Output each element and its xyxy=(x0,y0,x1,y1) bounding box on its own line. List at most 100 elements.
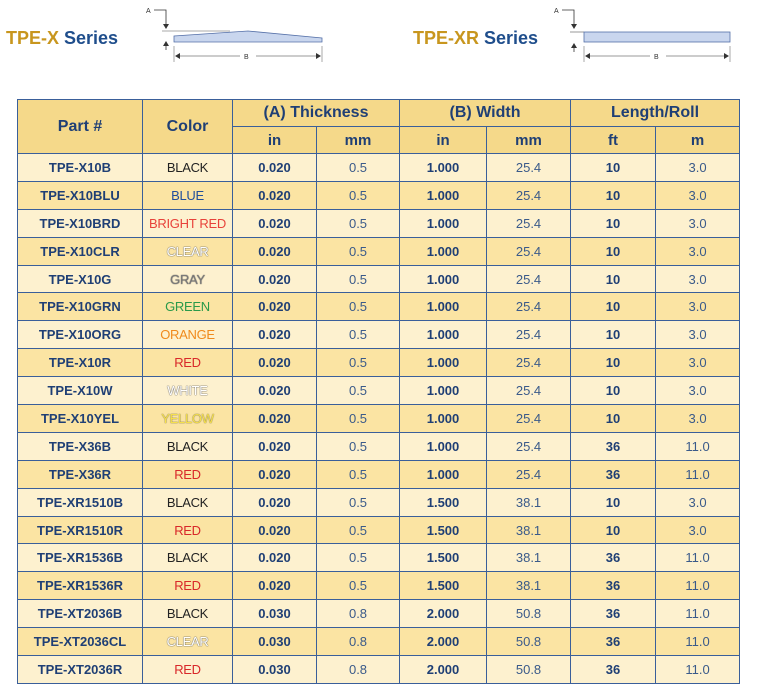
width-mm-cell: 38.1 xyxy=(486,487,572,517)
thickness-in-cell: 0.020 xyxy=(232,180,317,210)
color-cell: BLUE xyxy=(142,180,233,210)
length-m-cell: 3.0 xyxy=(655,180,741,210)
length-ft-cell: 10 xyxy=(570,208,657,238)
part-number-cell: TPE-XT2036CL xyxy=(17,627,143,657)
thickness-mm-cell: 0.5 xyxy=(315,320,401,350)
series-suffix: Series xyxy=(479,28,539,48)
length-ft-cell: 10 xyxy=(570,376,657,406)
width-mm-cell: 25.4 xyxy=(486,153,572,182)
tpe-xr-series-title: TPE-XR Series xyxy=(413,28,538,49)
color-cell: YELLOW xyxy=(142,404,233,433)
table-row: TPE-X10BRD BRIGHT RED 0.020 0.5 1.000 25.4 10 3… xyxy=(17,208,741,238)
width-in-cell: 1.000 xyxy=(399,320,488,350)
table-row: TPE-XR1510R RED 0.020 0.5 1.500 38.1 10 3.0 xyxy=(17,515,741,545)
length-ft-cell: 10 xyxy=(570,180,657,210)
width-in-cell: 1.000 xyxy=(399,208,488,238)
length-m-cell: 11.0 xyxy=(655,543,741,573)
part-number-cell: TPE-X10R xyxy=(17,348,143,378)
thickness-in-cell: 0.020 xyxy=(232,431,317,461)
length-m-cell: 11.0 xyxy=(655,655,741,684)
color-cell: GRAY xyxy=(142,264,233,294)
width-in-cell: 2.000 xyxy=(399,655,488,684)
length-ft-cell: 36 xyxy=(570,599,657,629)
header-length-m: m xyxy=(655,126,741,154)
width-mm-cell: 25.4 xyxy=(486,404,572,433)
length-ft-cell: 10 xyxy=(570,236,657,266)
dim-b-label: B xyxy=(244,54,249,61)
color-cell: BLACK xyxy=(142,431,233,461)
thickness-in-cell: 0.020 xyxy=(232,208,317,238)
length-m-cell: 11.0 xyxy=(655,431,741,461)
length-ft-cell: 10 xyxy=(570,404,657,433)
thickness-in-cell: 0.020 xyxy=(232,264,317,294)
table-row: TPE-XR1536R RED 0.020 0.5 1.500 38.1 36 11.0 xyxy=(17,571,741,601)
length-m-cell: 11.0 xyxy=(655,459,741,489)
length-ft-cell: 36 xyxy=(570,431,657,461)
thickness-mm-cell: 0.5 xyxy=(315,404,401,433)
length-ft-cell: 10 xyxy=(570,348,657,378)
thickness-mm-cell: 0.5 xyxy=(315,487,401,517)
thickness-mm-cell: 0.5 xyxy=(315,348,401,378)
thickness-mm-cell: 0.5 xyxy=(315,571,401,601)
length-m-cell: 3.0 xyxy=(655,264,741,294)
part-number-cell: TPE-X10ORG xyxy=(17,320,143,350)
width-mm-cell: 38.1 xyxy=(486,571,572,601)
header-length: Length/Roll xyxy=(570,99,741,127)
color-cell: BLACK xyxy=(142,543,233,573)
width-in-cell: 1.500 xyxy=(399,487,488,517)
thickness-in-cell: 0.030 xyxy=(232,599,317,629)
thickness-mm-cell: 0.5 xyxy=(315,431,401,461)
width-in-cell: 1.000 xyxy=(399,264,488,294)
part-number-cell: TPE-XT2036B xyxy=(17,599,143,629)
color-cell: BLACK xyxy=(142,599,233,629)
color-cell: RED xyxy=(142,348,233,378)
width-mm-cell: 25.4 xyxy=(486,292,572,322)
width-in-cell: 2.000 xyxy=(399,599,488,629)
width-in-cell: 1.500 xyxy=(399,543,488,573)
thickness-in-cell: 0.020 xyxy=(232,348,317,378)
thickness-in-cell: 0.020 xyxy=(232,404,317,433)
width-mm-cell: 25.4 xyxy=(486,236,572,266)
length-ft-cell: 36 xyxy=(570,627,657,657)
part-number-cell: TPE-XR1536B xyxy=(17,543,143,573)
length-ft-cell: 36 xyxy=(570,655,657,684)
thickness-mm-cell: 0.5 xyxy=(315,208,401,238)
width-in-cell: 1.000 xyxy=(399,180,488,210)
spec-table: Part # Color (A) Thickness (B) Width Len… xyxy=(17,99,741,684)
length-ft-cell: 36 xyxy=(570,459,657,489)
width-mm-cell: 38.1 xyxy=(486,515,572,545)
width-in-cell: 1.000 xyxy=(399,459,488,489)
dim-b-label: B xyxy=(654,54,659,61)
length-m-cell: 3.0 xyxy=(655,153,741,182)
table-row: TPE-X10R RED 0.020 0.5 1.000 25.4 10 3.0 xyxy=(17,348,741,378)
thickness-in-cell: 0.030 xyxy=(232,627,317,657)
thickness-mm-cell: 0.8 xyxy=(315,627,401,657)
length-m-cell: 3.0 xyxy=(655,292,741,322)
thickness-in-cell: 0.020 xyxy=(232,320,317,350)
width-in-cell: 1.000 xyxy=(399,431,488,461)
length-ft-cell: 10 xyxy=(570,292,657,322)
width-mm-cell: 25.4 xyxy=(486,376,572,406)
table-row: TPE-XT2036B BLACK 0.030 0.8 2.000 50.8 36 11.0 xyxy=(17,599,741,629)
length-m-cell: 3.0 xyxy=(655,515,741,545)
part-number-cell: TPE-XR1510B xyxy=(17,487,143,517)
length-m-cell: 3.0 xyxy=(655,236,741,266)
color-cell: ORANGE xyxy=(142,320,233,350)
length-m-cell: 3.0 xyxy=(655,487,741,517)
thickness-in-cell: 0.020 xyxy=(232,376,317,406)
thickness-in-cell: 0.020 xyxy=(232,153,317,182)
thickness-mm-cell: 0.5 xyxy=(315,376,401,406)
part-number-cell: TPE-X10CLR xyxy=(17,236,143,266)
tpe-x-series-title: TPE-X Series xyxy=(6,28,118,49)
thickness-mm-cell: 0.5 xyxy=(315,236,401,266)
part-number-cell: TPE-X10GRN xyxy=(17,292,143,322)
table-row: TPE-XR1536B BLACK 0.020 0.5 1.500 38.1 36 11.0 xyxy=(17,543,741,573)
width-in-cell: 1.500 xyxy=(399,515,488,545)
length-m-cell: 11.0 xyxy=(655,627,741,657)
length-ft-cell: 36 xyxy=(570,571,657,601)
width-in-cell: 1.000 xyxy=(399,153,488,182)
series-suffix: Series xyxy=(59,28,119,48)
thickness-mm-cell: 0.8 xyxy=(315,655,401,684)
width-mm-cell: 25.4 xyxy=(486,180,572,210)
table-row: TPE-X10ORG ORANGE 0.020 0.5 1.000 25.4 10 3.0 xyxy=(17,320,741,350)
